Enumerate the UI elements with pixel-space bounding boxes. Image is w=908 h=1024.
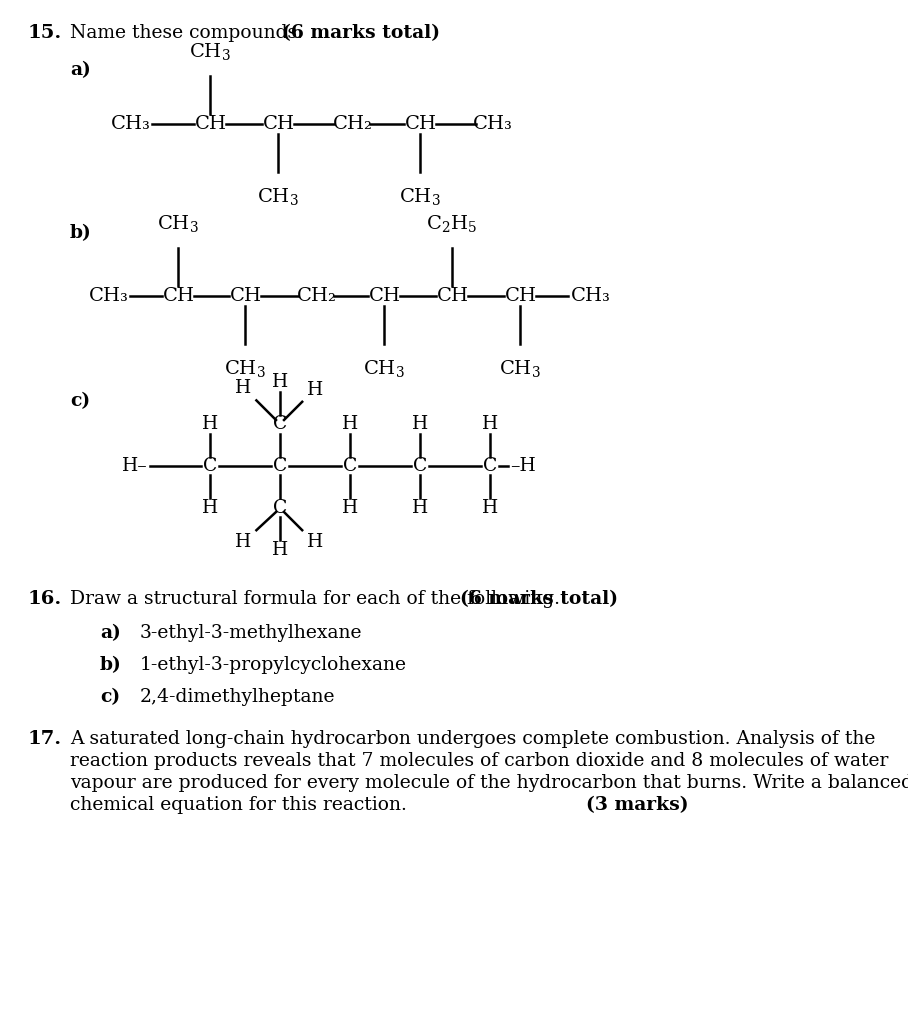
Text: C: C: [483, 457, 498, 475]
Text: $\mathregular{CH}$: $\mathregular{CH}$: [436, 287, 469, 305]
Text: C: C: [413, 457, 427, 475]
Text: –H: –H: [510, 457, 536, 475]
Text: 2,4-dimethylheptane: 2,4-dimethylheptane: [140, 688, 335, 706]
Text: $\mathregular{CH_3}$: $\mathregular{CH_3}$: [157, 213, 199, 234]
Text: 15.: 15.: [28, 24, 63, 42]
Text: H: H: [412, 499, 429, 517]
Text: C: C: [272, 415, 287, 433]
Text: H–: H–: [123, 457, 148, 475]
Text: a): a): [70, 61, 91, 79]
Text: $\mathregular{CH₂}$: $\mathregular{CH₂}$: [296, 287, 336, 305]
Text: C: C: [272, 457, 287, 475]
Text: H: H: [202, 499, 218, 517]
Text: 1-ethyl-3-propylcyclohexane: 1-ethyl-3-propylcyclohexane: [140, 656, 407, 674]
Text: $\mathregular{CH}$: $\mathregular{CH}$: [162, 287, 194, 305]
Text: $\mathregular{CH₂}$: $\mathregular{CH₂}$: [331, 115, 372, 133]
Text: $\mathregular{CH}$: $\mathregular{CH}$: [368, 287, 400, 305]
Text: H: H: [307, 381, 323, 398]
Text: a): a): [100, 624, 121, 642]
Text: H: H: [482, 499, 498, 517]
Text: $\mathregular{CH}$: $\mathregular{CH}$: [193, 115, 226, 133]
Text: H: H: [412, 415, 429, 433]
Text: $\mathregular{CH_3}$: $\mathregular{CH_3}$: [363, 358, 405, 379]
Text: b): b): [100, 656, 122, 674]
Text: $\mathregular{CH_3}$: $\mathregular{CH_3}$: [499, 358, 541, 379]
Text: reaction products reveals that 7 molecules of carbon dioxide and 8 molecules of : reaction products reveals that 7 molecul…: [70, 752, 888, 770]
Text: c): c): [100, 688, 120, 706]
Text: 16.: 16.: [28, 590, 63, 608]
Text: $\mathregular{CH_3}$: $\mathregular{CH_3}$: [257, 186, 299, 207]
Text: $\mathregular{CH₃}$: $\mathregular{CH₃}$: [110, 115, 151, 133]
Text: C: C: [272, 499, 287, 517]
Text: $\mathregular{CH_3}$: $\mathregular{CH_3}$: [224, 358, 266, 379]
Text: $\mathregular{CH}$: $\mathregular{CH}$: [262, 115, 294, 133]
Text: C: C: [343, 457, 357, 475]
Text: $\mathregular{CH_3}$: $\mathregular{CH_3}$: [400, 186, 441, 207]
Text: $\mathregular{CH₃}$: $\mathregular{CH₃}$: [471, 115, 512, 133]
Text: chemical equation for this reaction.: chemical equation for this reaction.: [70, 796, 413, 814]
Text: $\mathregular{CH_3}$: $\mathregular{CH_3}$: [189, 41, 231, 62]
Text: A saturated long-chain hydrocarbon undergoes complete combustion. Analysis of th: A saturated long-chain hydrocarbon under…: [70, 730, 875, 748]
Text: H: H: [235, 534, 252, 551]
Text: C: C: [202, 457, 217, 475]
Text: H: H: [271, 541, 288, 559]
Text: (6 marks total): (6 marks total): [460, 590, 618, 608]
Text: $\mathregular{CH₃}$: $\mathregular{CH₃}$: [569, 287, 610, 305]
Text: b): b): [70, 224, 92, 242]
Text: H: H: [482, 415, 498, 433]
Text: $\mathregular{C_2H_5}$: $\mathregular{C_2H_5}$: [427, 213, 478, 234]
Text: H: H: [307, 534, 323, 551]
Text: $\mathregular{CH}$: $\mathregular{CH}$: [403, 115, 437, 133]
Text: H: H: [202, 415, 218, 433]
Text: $\mathregular{CH}$: $\mathregular{CH}$: [504, 287, 537, 305]
Text: H: H: [342, 499, 358, 517]
Text: vapour are produced for every molecule of the hydrocarbon that burns. Write a ba: vapour are produced for every molecule o…: [70, 774, 908, 792]
Text: 3-ethyl-3-methylhexane: 3-ethyl-3-methylhexane: [140, 624, 362, 642]
Text: (6 marks total): (6 marks total): [282, 24, 440, 42]
Text: (3 marks): (3 marks): [586, 796, 688, 814]
Text: c): c): [70, 392, 90, 410]
Text: H: H: [271, 373, 288, 391]
Text: Name these compounds.: Name these compounds.: [70, 24, 309, 42]
Text: H: H: [342, 415, 358, 433]
Text: Draw a structural formula for each of the following.: Draw a structural formula for each of th…: [70, 590, 566, 608]
Text: $\mathregular{CH}$: $\mathregular{CH}$: [229, 287, 262, 305]
Text: 17.: 17.: [28, 730, 62, 748]
Text: $\mathregular{CH₃}$: $\mathregular{CH₃}$: [87, 287, 128, 305]
Text: H: H: [235, 380, 252, 397]
